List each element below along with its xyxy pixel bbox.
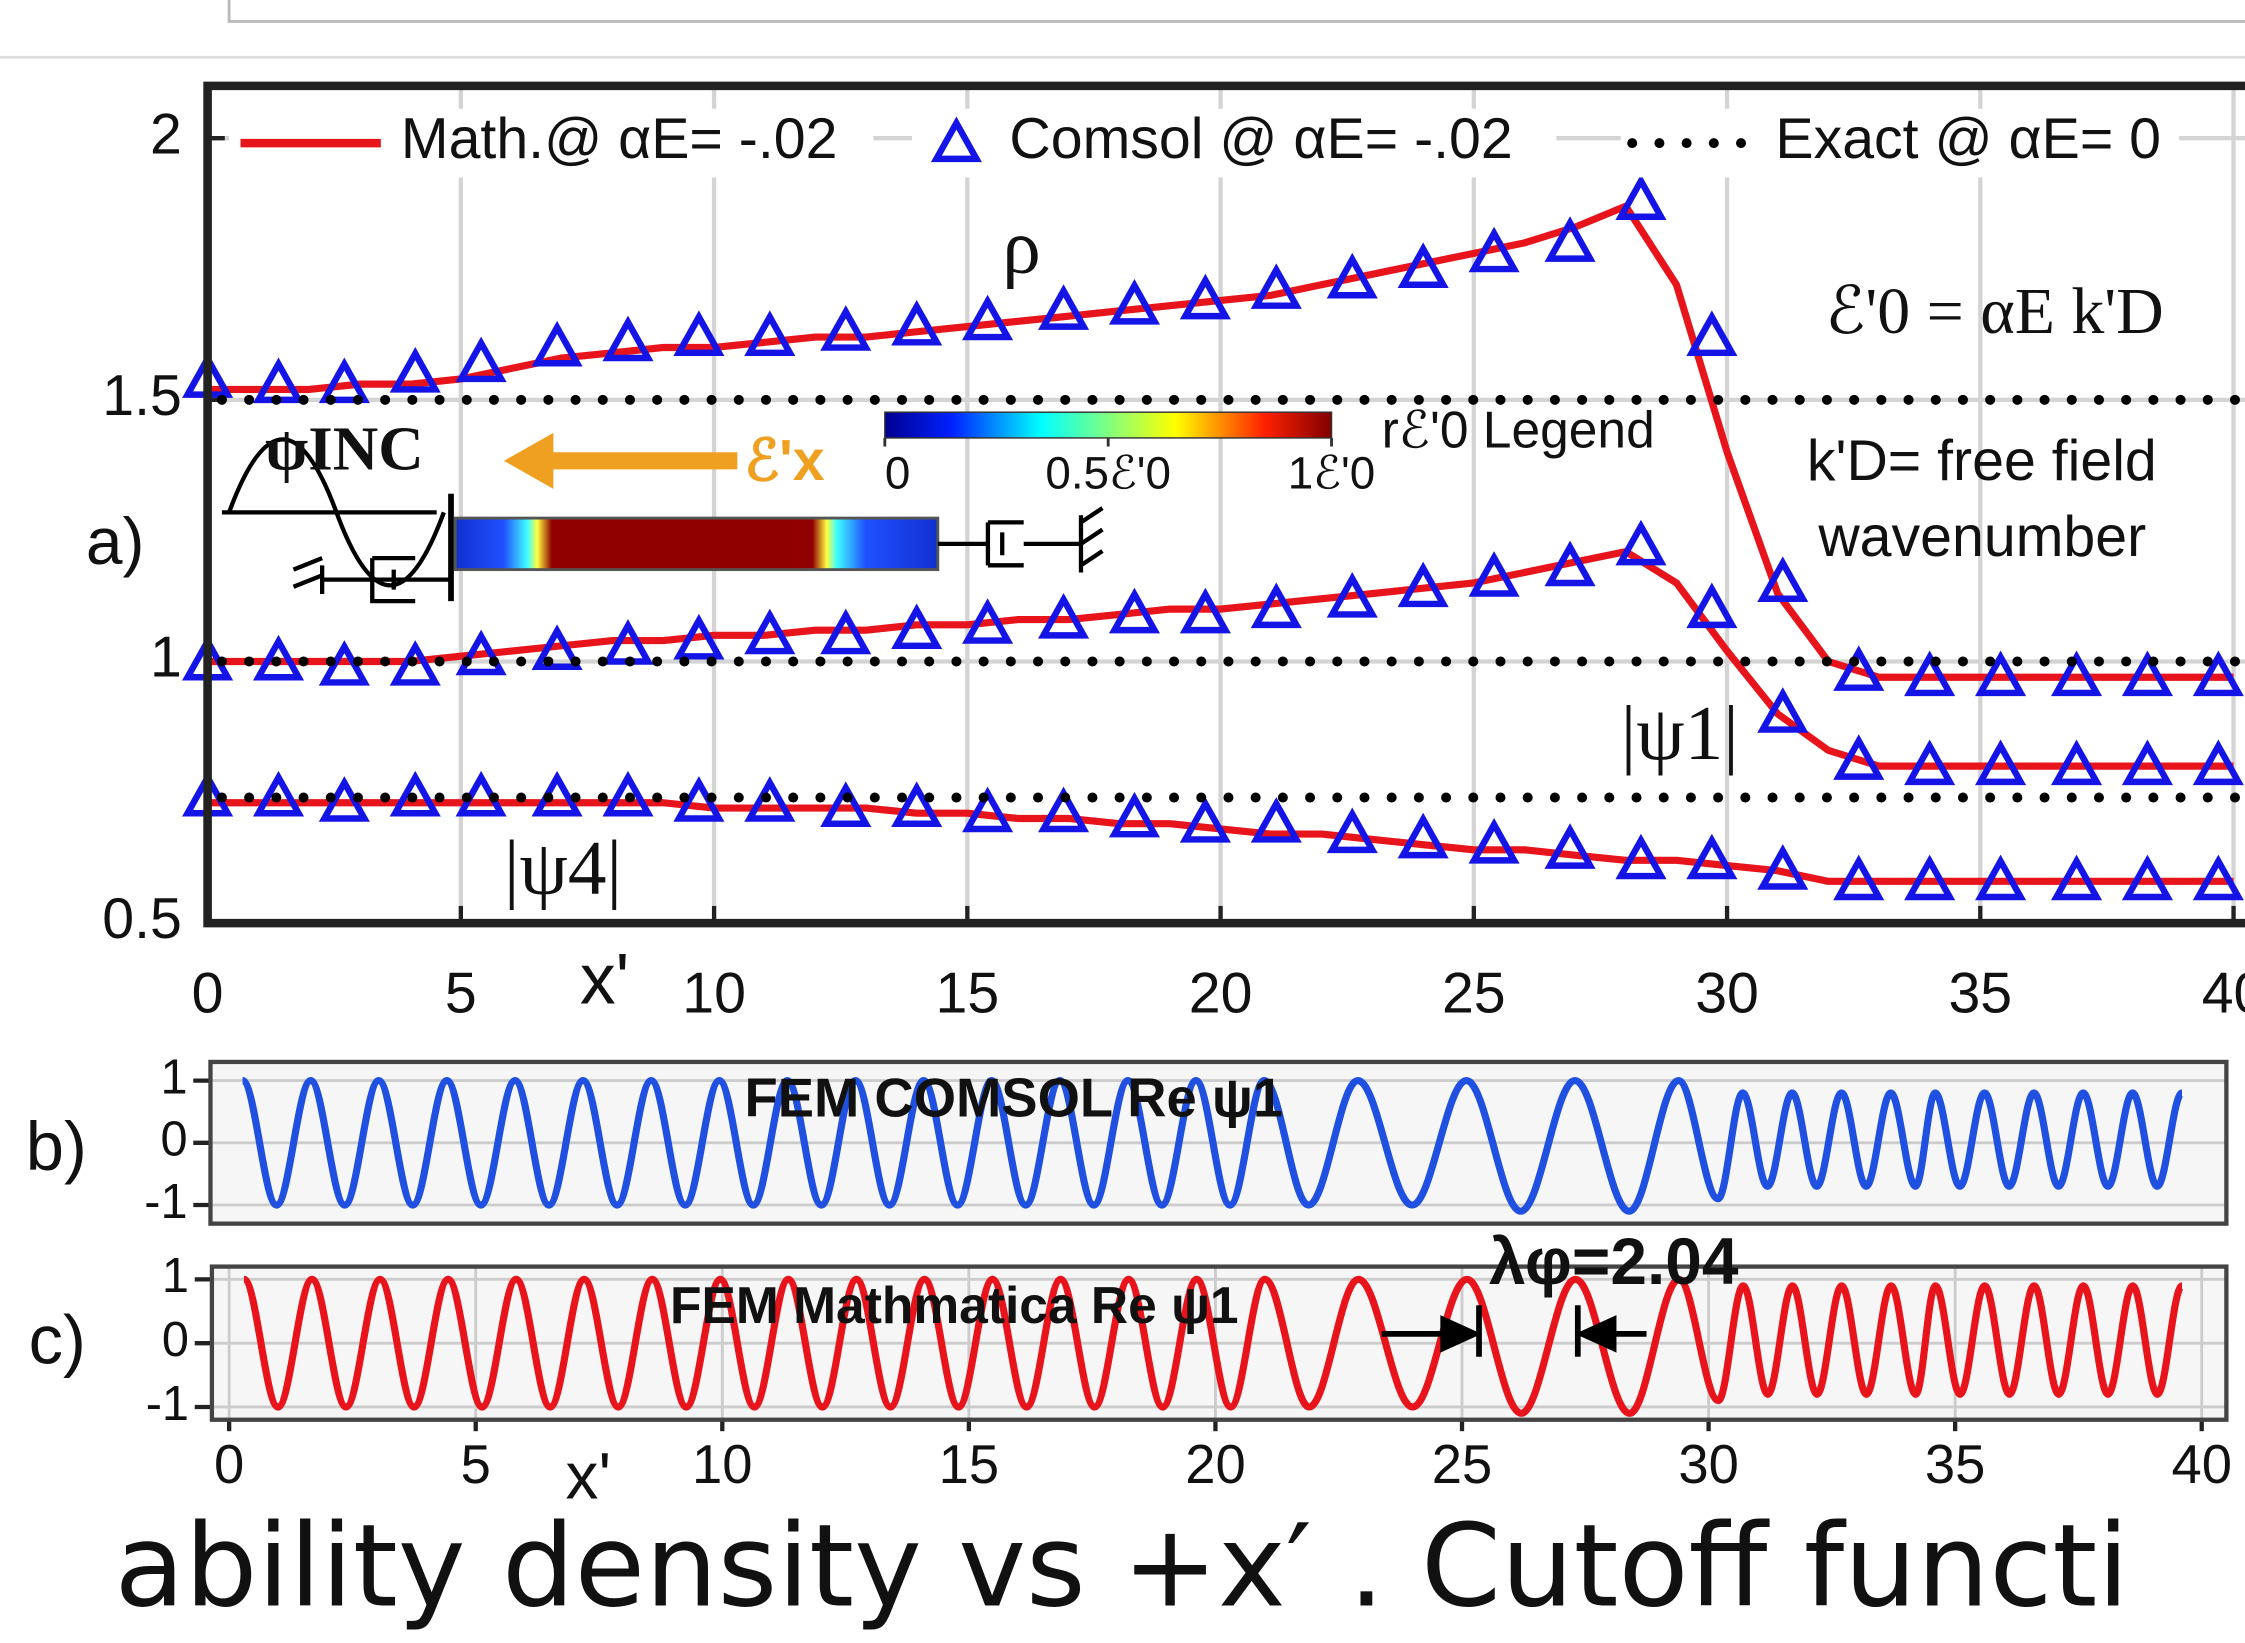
x-tick-label: 25 xyxy=(1442,962,1506,1026)
y-tick-label: 0.5 xyxy=(102,887,182,951)
x-tick-label: 5 xyxy=(461,1434,491,1495)
panel-label: c) xyxy=(29,1301,86,1378)
panel-label: b) xyxy=(26,1108,87,1185)
y-tick-label: 0 xyxy=(160,1113,187,1167)
y-tick-label: 1.5 xyxy=(102,364,182,428)
y-tick-label: 1 xyxy=(150,626,182,690)
y-tick-label: 1 xyxy=(162,1249,189,1303)
x-tick-label: 10 xyxy=(682,962,746,1026)
x-tick-label: 35 xyxy=(1925,1434,1985,1495)
colorbar-title: rℰ'0 Legend xyxy=(1382,400,1655,458)
field-label: ℰ'x xyxy=(745,429,825,493)
x-tick-label: 20 xyxy=(1189,962,1253,1026)
wavelength-label: λφ=2.04 xyxy=(1489,1224,1739,1298)
x-tick-label: 20 xyxy=(1185,1434,1245,1495)
formula: ℰ'0 = αE k'D xyxy=(1825,275,2163,348)
x-tick-label: 30 xyxy=(1695,962,1759,1026)
curve-label: |ψ1| xyxy=(1621,690,1739,776)
psi-inc: ψINC xyxy=(265,414,424,484)
x-tick-label: 30 xyxy=(1678,1434,1738,1495)
x-tick-label: 40 xyxy=(2202,962,2245,1026)
y-tick-label: -1 xyxy=(146,1377,189,1431)
x-tick-label: 0 xyxy=(192,962,224,1026)
y-tick-label: -1 xyxy=(144,1175,187,1229)
note: k'D= free field xyxy=(1807,429,2157,493)
x-tick-label: 15 xyxy=(935,962,999,1026)
colorbar-tick-label: 1ℰ'0 xyxy=(1288,448,1375,499)
x-tick-label: 40 xyxy=(2171,1434,2231,1495)
colorbar-tick-label: 0 xyxy=(885,448,910,499)
y-tick-label: 1 xyxy=(160,1050,187,1104)
y-tick-label: 2 xyxy=(150,102,182,166)
note: wavenumber xyxy=(1817,505,2146,569)
caption: ability density vs +x′ . Cutoff functi xyxy=(115,1501,2129,1634)
page: {"chart_data": [ {"type": "line", "panel… xyxy=(0,0,2245,1643)
panel-label: a) xyxy=(86,504,145,578)
curve-label: |ψ4| xyxy=(504,825,622,911)
panel-title: FEM Mathmatica Re ψ1 xyxy=(670,1276,1239,1334)
x-tick-label: 15 xyxy=(939,1434,999,1495)
x-tick-label: 0 xyxy=(214,1434,244,1495)
x-tick-label: 10 xyxy=(692,1434,752,1495)
screenshot: 05101520253035400.511.52ρ|ψ1||ψ4|Math.@ … xyxy=(0,0,2245,1643)
waveguide xyxy=(455,518,938,570)
x-tick-label: 25 xyxy=(1432,1434,1492,1495)
colorbar-tick-label: 0.5ℰ'0 xyxy=(1045,448,1171,499)
y-tick-label: 0 xyxy=(162,1313,189,1367)
panel-title: FEM COMSOL Re ψ1 xyxy=(745,1067,1284,1128)
x-axis-label: x' xyxy=(580,940,629,1020)
legend-label: Comsol @ αE= -.02 xyxy=(1009,107,1512,171)
curve-label: ρ xyxy=(1002,203,1041,289)
legend-label: Exact @ αE= 0 xyxy=(1775,107,2161,171)
colorbar xyxy=(885,412,1332,438)
x-tick-label: 35 xyxy=(1948,962,2012,1026)
legend-label: Math.@ αE= -.02 xyxy=(401,107,838,171)
top-box xyxy=(229,0,2245,21)
x-tick-label: 5 xyxy=(445,962,477,1026)
